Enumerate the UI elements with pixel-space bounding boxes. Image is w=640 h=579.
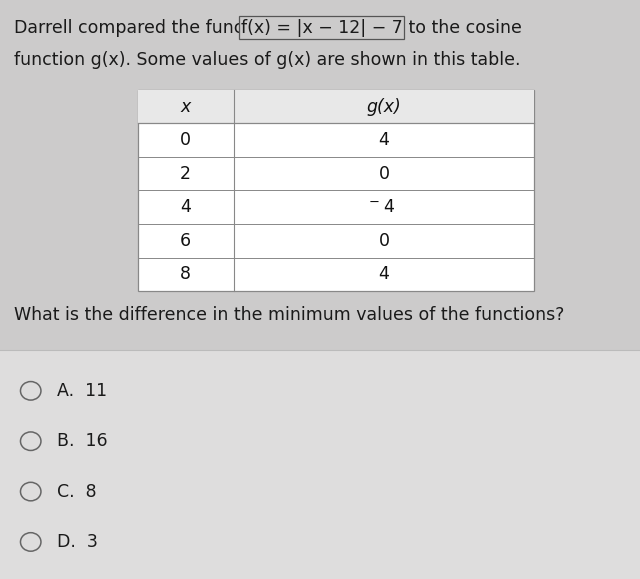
Bar	[138, 90, 534, 123]
Text: Darrell compared the function: Darrell compared the function	[14, 19, 282, 36]
Text: 2: 2	[180, 164, 191, 183]
Text: 4: 4	[379, 131, 389, 149]
Text: D.  3: D. 3	[57, 533, 98, 551]
Text: 0: 0	[180, 131, 191, 149]
Text: A.  11: A. 11	[57, 382, 107, 400]
Text: x: x	[180, 97, 191, 116]
Text: f(x) = |x − 12| − 7: f(x) = |x − 12| − 7	[241, 19, 403, 36]
Text: 0: 0	[378, 164, 390, 183]
Text: 0: 0	[378, 232, 390, 250]
Bar	[0, 350, 640, 579]
Text: B.  16: B. 16	[57, 432, 108, 450]
Text: 4: 4	[180, 198, 191, 217]
Text: What is the difference in the minimum values of the functions?: What is the difference in the minimum va…	[14, 306, 564, 324]
Text: g(x): g(x)	[367, 97, 401, 116]
Text: 6: 6	[180, 232, 191, 250]
Text: to the cosine: to the cosine	[403, 19, 522, 36]
Text: function g(x). Some values of g(x) are shown in this table.: function g(x). Some values of g(x) are s…	[14, 51, 520, 69]
Text: 4: 4	[384, 198, 394, 217]
Text: 8: 8	[180, 265, 191, 284]
Text: 4: 4	[379, 265, 389, 284]
Bar	[138, 90, 534, 291]
Text: C.  8: C. 8	[57, 482, 97, 501]
Text: −: −	[369, 196, 380, 209]
